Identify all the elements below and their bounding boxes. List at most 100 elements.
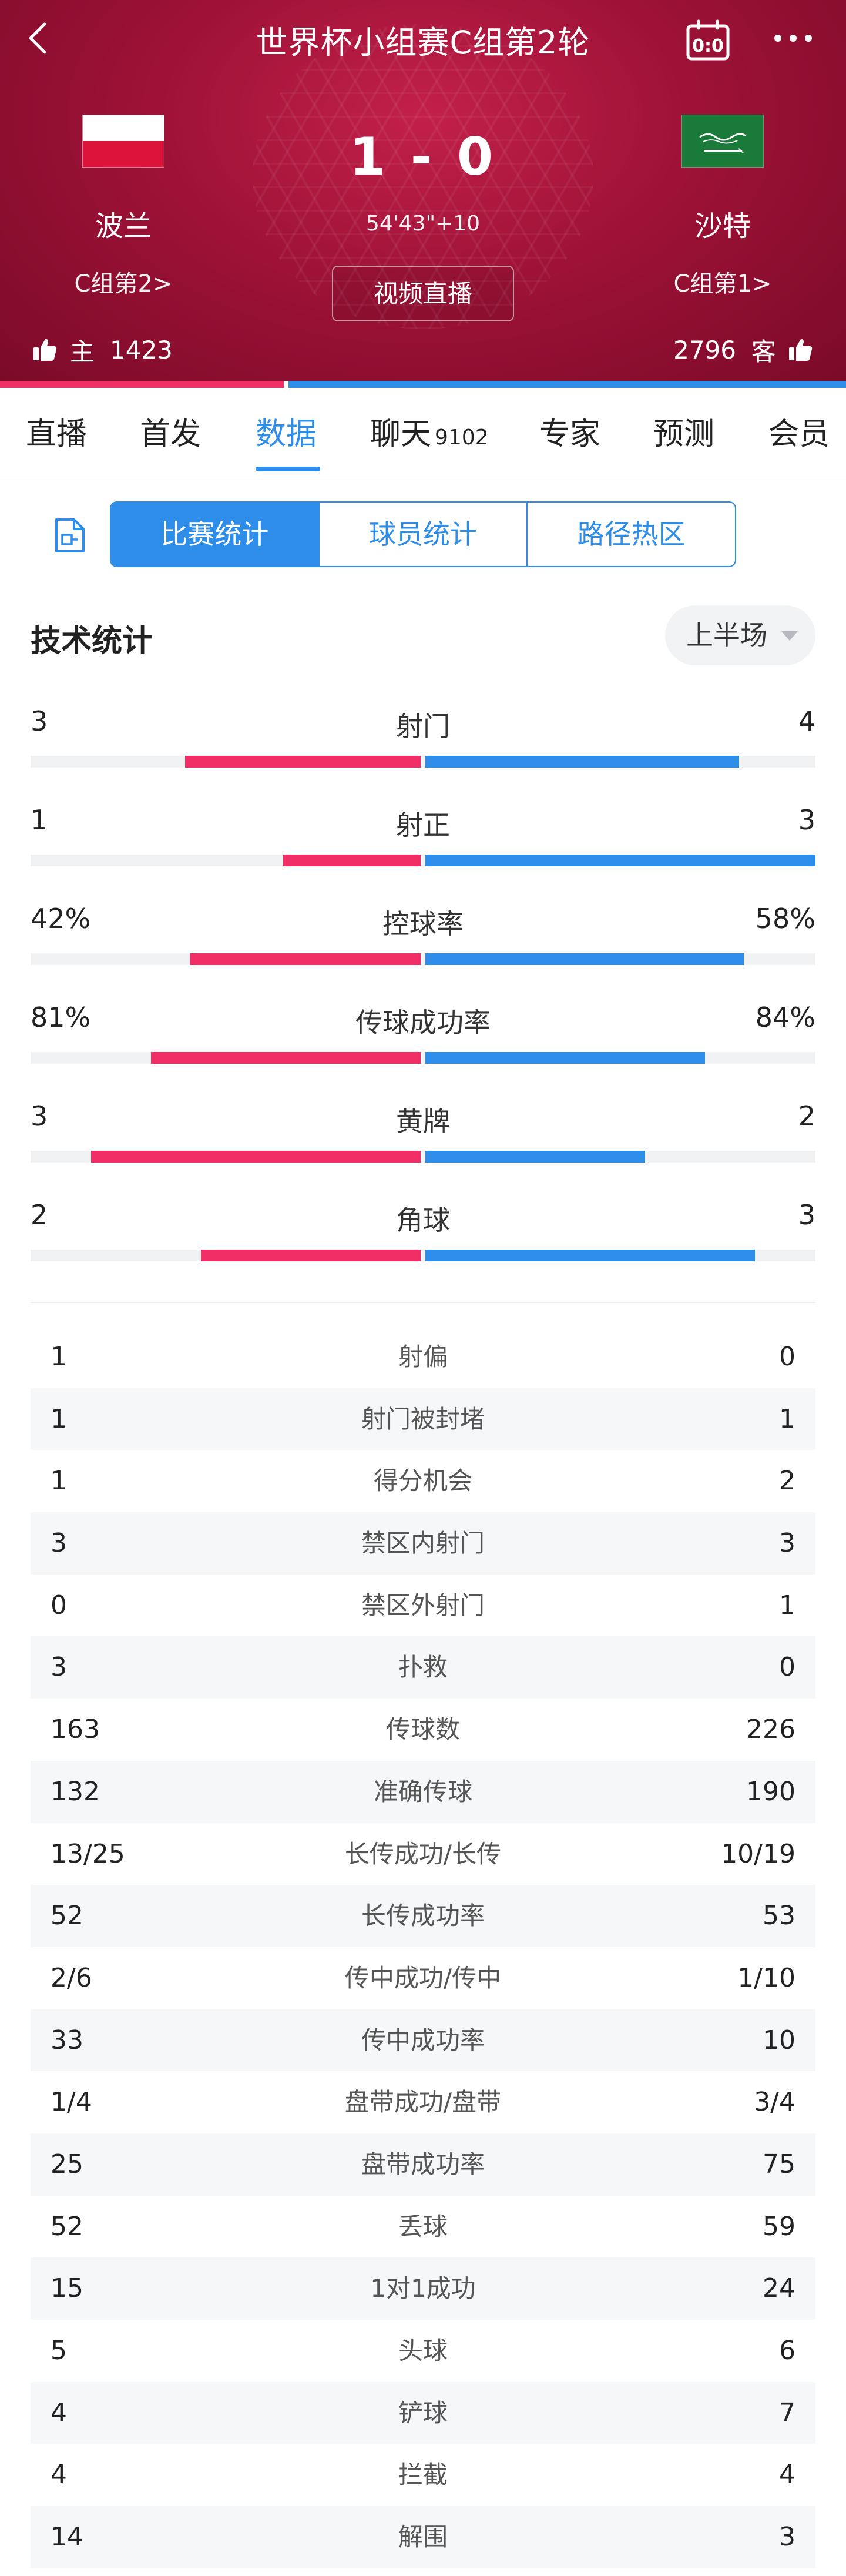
away-value: 226	[746, 1714, 795, 1745]
away-support-fill	[288, 381, 846, 388]
away-value: 3	[779, 1528, 795, 1559]
home-value: 3	[51, 1528, 67, 1559]
stat-bar-row: 81% 传球成功率 84%	[0, 1001, 846, 1100]
away-value: 4	[798, 705, 815, 737]
stat-name: 传中成功率	[361, 2025, 485, 2055]
back-button[interactable]	[24, 21, 53, 56]
home-value: 2/6	[51, 1962, 92, 1993]
away-value: 58%	[755, 903, 815, 934]
stat-bar-row: 42% 控球率 58%	[0, 903, 846, 1001]
away-value: 190	[746, 1776, 795, 1807]
stat-name: 传球数	[385, 1715, 460, 1744]
home-value: 0	[51, 1590, 67, 1620]
stat-table-row: 4 铲球 7	[31, 2381, 815, 2444]
stat-table-row: 132 准确传球 190	[31, 1760, 815, 1823]
tab-member[interactable]: 会员	[768, 417, 830, 452]
away-stat-bar	[425, 1250, 755, 1261]
thumbs-up-icon	[789, 339, 813, 361]
stat-table-row: 2/6 传中成功/传中 1/10	[31, 1947, 815, 2009]
tab-bar: 直播 首发 数据 聊天 9102 专家 预测 会员	[0, 389, 846, 477]
stat-table-row: 3 禁区内射门 3	[31, 1512, 815, 1575]
bar-stats-list: 3 射门 4 1 射正 3 42% 控球率 58% 81% 传球成功率 84% 3 黄牌 2 2 角球 3	[0, 705, 846, 1298]
away-value: 10/19	[721, 1838, 795, 1869]
stat-table-row: 52 丢球 59	[31, 2196, 815, 2258]
tab-prediction[interactable]: 预测	[653, 417, 715, 452]
segment-player-stats[interactable]: 球员统计	[320, 503, 528, 566]
away-stat-bar	[425, 1151, 645, 1163]
tab-expert[interactable]: 专家	[539, 417, 601, 452]
home-value: 3	[31, 1100, 48, 1132]
video-live-button[interactable]: 视频直播	[332, 266, 514, 321]
away-value: 3	[798, 1199, 815, 1231]
home-value: 52	[51, 2211, 83, 2242]
stat-name: 射偏	[398, 1342, 448, 1371]
stat-name: 1对1成功	[370, 2274, 476, 2303]
away-value: 1	[779, 1403, 795, 1434]
segment-heatmap[interactable]: 路径热区	[577, 518, 686, 550]
home-stat-bar	[190, 953, 421, 965]
away-value: 10	[763, 2025, 795, 2055]
home-support-button[interactable]: 主 1423	[32, 332, 173, 367]
stat-name: 射正	[396, 809, 450, 841]
home-team-name[interactable]: 波兰	[95, 210, 152, 243]
tab-lineup[interactable]: 首发	[140, 417, 202, 452]
more-button[interactable]	[770, 26, 817, 50]
away-stat-bar	[425, 855, 815, 866]
stat-table-row: 4 拦截 4	[31, 2444, 815, 2506]
stat-name: 角球	[396, 1204, 450, 1236]
home-team-rank-link[interactable]: C组第2>	[74, 270, 173, 297]
tab-data[interactable]: 数据	[256, 417, 317, 452]
stat-name: 得分机会	[373, 1466, 472, 1496]
away-support-button[interactable]: 2796 客	[673, 332, 814, 367]
stats-divider	[31, 1302, 815, 1303]
away-value: 7	[779, 2397, 795, 2428]
tactics-board-icon: 0:0	[686, 19, 730, 61]
home-value: 14	[51, 2522, 83, 2552]
stat-name: 黄牌	[396, 1106, 450, 1137]
home-stat-bar	[151, 1052, 421, 1064]
home-stat-bar	[201, 1250, 421, 1261]
stat-name: 禁区内射门	[361, 1529, 485, 1558]
document-icon[interactable]	[52, 517, 88, 554]
away-team-rank-link[interactable]: C组第1>	[673, 270, 772, 297]
stat-table-row: 1 得分机会 2	[31, 1450, 815, 1512]
home-stat-bar	[283, 855, 421, 866]
stat-table-row: 1/4 盘带成功/盘带 3/4	[31, 2071, 815, 2133]
caret-down-icon	[781, 631, 798, 641]
stat-name: 传球成功率	[355, 1007, 491, 1039]
chat-count: 9102	[435, 426, 489, 450]
home-value: 15	[51, 2273, 83, 2304]
home-value: 5	[51, 2336, 67, 2366]
away-value: 3	[779, 2522, 795, 2552]
period-select[interactable]: 上半场	[665, 605, 815, 665]
stat-name: 长传成功率	[361, 1901, 485, 1931]
away-value: 2	[798, 1100, 815, 1132]
stat-table-row: 163 传球数 226	[31, 1699, 815, 1761]
stats-segment-control: 比赛统计 球员统计 路径热区	[110, 501, 736, 567]
poland-flag-icon	[82, 115, 164, 168]
match-header: 世界杯小组赛C组第2轮 0:0 波兰 沙特 C组第2> C组第1> 1 - 0 …	[0, 0, 846, 388]
tab-chat[interactable]: 聊天 9102	[370, 417, 489, 452]
home-value: 33	[51, 2025, 83, 2055]
tactics-button[interactable]: 0:0	[684, 18, 731, 65]
away-team-name[interactable]: 沙特	[694, 210, 751, 243]
stat-table-row: 1 射门被封堵 1	[31, 1388, 815, 1451]
away-value: 4	[779, 2460, 795, 2490]
svg-text:0:0: 0:0	[692, 36, 724, 56]
home-support-label: 主	[70, 337, 95, 366]
stat-bar-row: 2 角球 3	[0, 1199, 846, 1298]
match-title: 世界杯小组赛C组第2轮	[256, 24, 590, 61]
stat-name: 拦截	[398, 2460, 448, 2490]
home-support-fill	[0, 381, 284, 388]
home-value: 81%	[31, 1001, 91, 1033]
home-value: 1	[51, 1466, 67, 1496]
active-tab-indicator	[256, 467, 320, 471]
away-value: 3/4	[754, 2087, 795, 2118]
home-value: 1	[51, 1342, 67, 1372]
home-value: 42%	[31, 903, 91, 934]
home-stat-bar	[185, 756, 421, 768]
tab-live[interactable]: 直播	[26, 417, 88, 452]
stat-table-row: 5 头球 6	[31, 2320, 815, 2382]
segment-match-stats[interactable]: 比赛统计	[111, 503, 320, 566]
saudi-flag-icon	[682, 115, 764, 168]
